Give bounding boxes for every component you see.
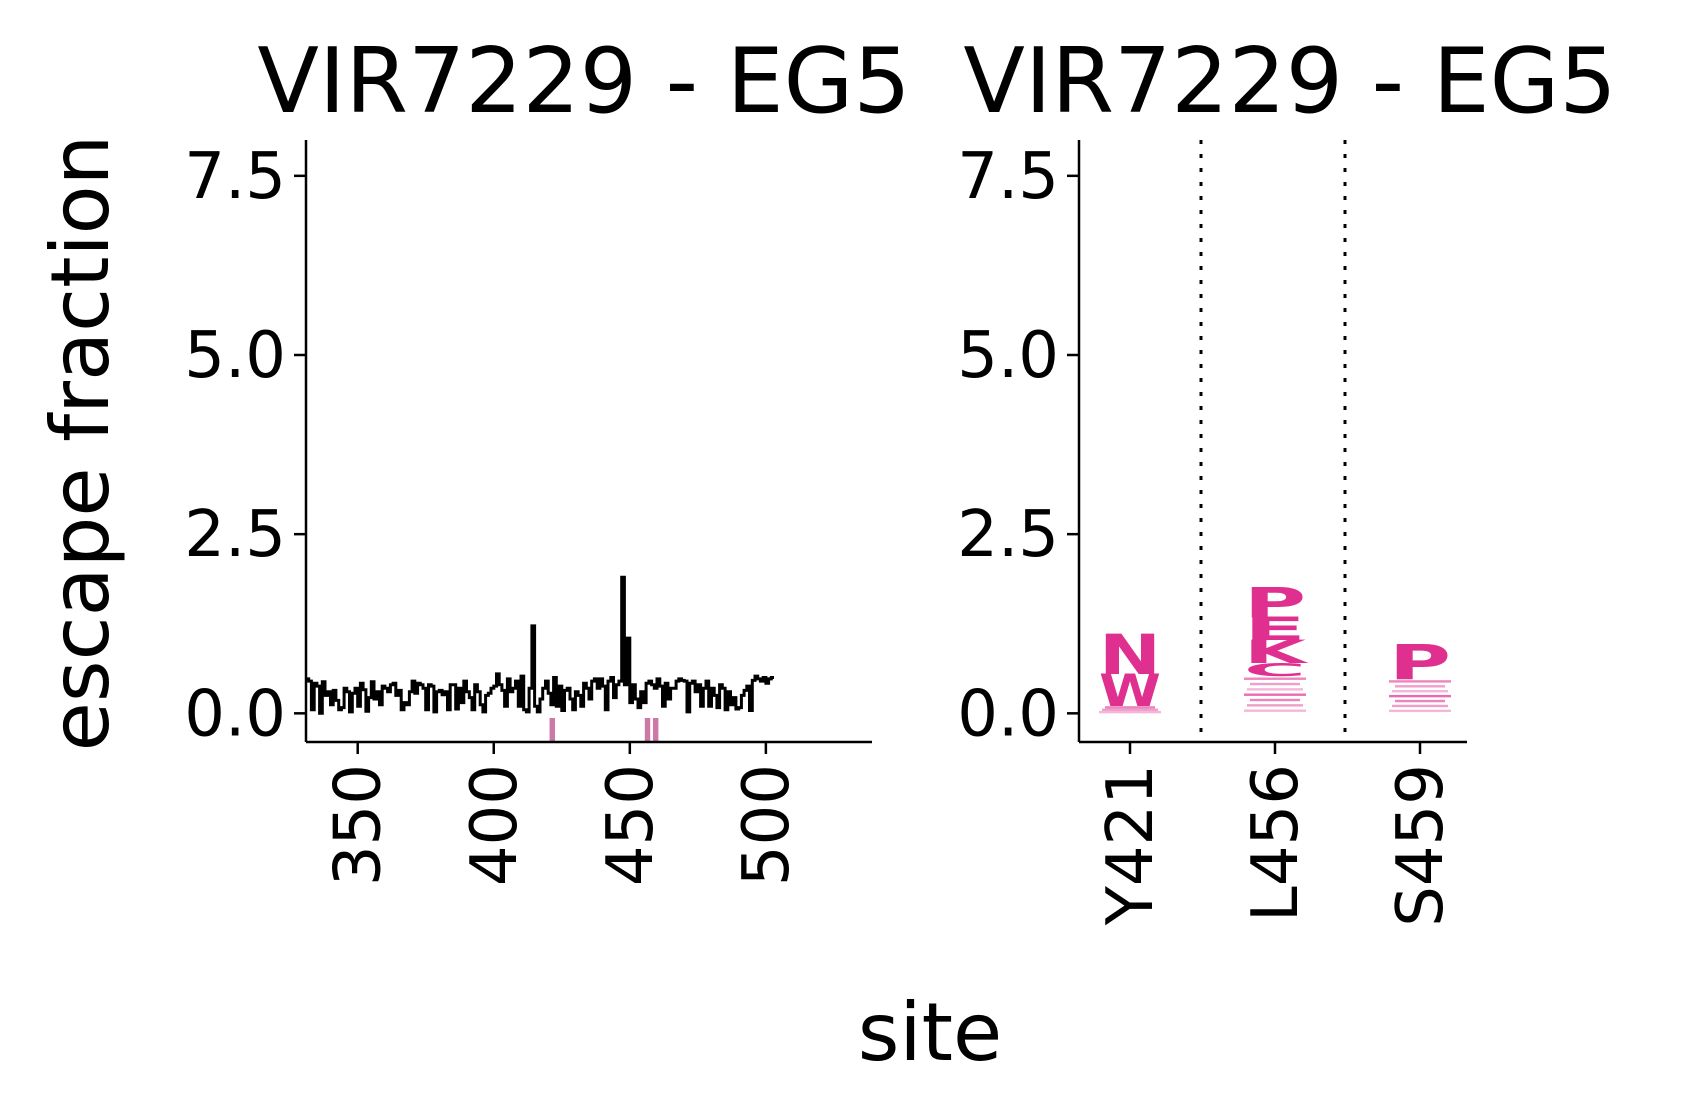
escape-line-series	[306, 575, 774, 715]
logo-minor-letter	[1395, 699, 1445, 703]
logo-minor-letter	[1105, 706, 1155, 709]
logo-minor-letter	[1392, 690, 1448, 693]
y-tick-label: 2.5	[184, 498, 286, 572]
logo-letter: K	[1244, 633, 1309, 670]
y-tick-label: 0.0	[184, 677, 286, 751]
logo-minor-letter	[1099, 710, 1161, 714]
logo-minor-letter	[1244, 677, 1306, 680]
logo-plot-title: VIR7229 - EG5	[963, 29, 1616, 134]
highlight-marker	[652, 718, 659, 742]
logo-minor-letter	[1389, 694, 1451, 698]
x-tick-label: 400	[458, 764, 532, 886]
logo-letter: P	[1389, 636, 1451, 691]
logo-minor-letter	[1247, 704, 1303, 707]
x-axis-label: site	[858, 986, 1003, 1079]
logo-letter: C	[1244, 660, 1306, 681]
highlight-marker	[549, 718, 555, 742]
logo-letter: P	[1244, 579, 1306, 628]
logo-minor-letter	[1250, 682, 1300, 686]
x-axis-ticks: Y421 L456 S459	[1094, 742, 1458, 927]
x-tick-label: 450	[594, 764, 668, 886]
y-axis-ticks: 0.0 2.5 5.0 7.5	[957, 140, 1079, 751]
svg-text:C: C	[1244, 660, 1306, 681]
logo-letter: E	[1244, 611, 1306, 648]
logo-minor-letter	[1102, 708, 1158, 711]
line-plot-title: VIR7229 - EG5	[257, 29, 910, 134]
x-tick-label: 350	[322, 764, 396, 886]
y-tick-label: 7.5	[957, 140, 1059, 214]
logo-minor-letter	[1389, 680, 1451, 683]
x-tick-label: 500	[730, 764, 804, 886]
svg-text:N: N	[1099, 624, 1161, 687]
svg-text:P: P	[1389, 636, 1451, 691]
y-tick-label: 2.5	[957, 498, 1059, 572]
highlight-marker	[644, 718, 651, 742]
svg-text:K: K	[1244, 633, 1309, 670]
x-axis-ticks: 350 400 450 500	[322, 742, 804, 886]
x-tick-label: L456	[1239, 764, 1313, 922]
y-tick-label: 5.0	[957, 319, 1059, 393]
svg-text:W: W	[1099, 666, 1161, 718]
logo-minor-letter	[1250, 698, 1300, 702]
logo-letter: N	[1099, 624, 1161, 687]
y-axis-label: escape fraction	[34, 135, 127, 752]
svg-text:P: P	[1244, 579, 1306, 628]
logo-letter: W	[1099, 666, 1161, 718]
logo-minor-letter	[1392, 704, 1448, 708]
y-axis-ticks: 0.0 2.5 5.0 7.5	[184, 140, 306, 751]
y-tick-label: 0.0	[957, 677, 1059, 751]
y-tick-label: 5.0	[184, 319, 286, 393]
y-tick-label: 7.5	[184, 140, 286, 214]
logo-minor-letter	[1244, 709, 1306, 712]
x-tick-label: Y421	[1094, 764, 1168, 926]
highlight-markers	[549, 718, 659, 742]
x-tick-label: S459	[1384, 764, 1458, 927]
line-plot-panel: VIR7229 - EG5 0.0 2.5 5.0 7.5 350 400 450 500	[184, 29, 910, 886]
logo-minor-letter	[1395, 685, 1445, 688]
logo-minor-letter	[1244, 693, 1306, 696]
logo-minor-letter	[1247, 688, 1303, 691]
logo-minor-letter	[1389, 709, 1451, 713]
svg-text:E: E	[1244, 611, 1306, 648]
